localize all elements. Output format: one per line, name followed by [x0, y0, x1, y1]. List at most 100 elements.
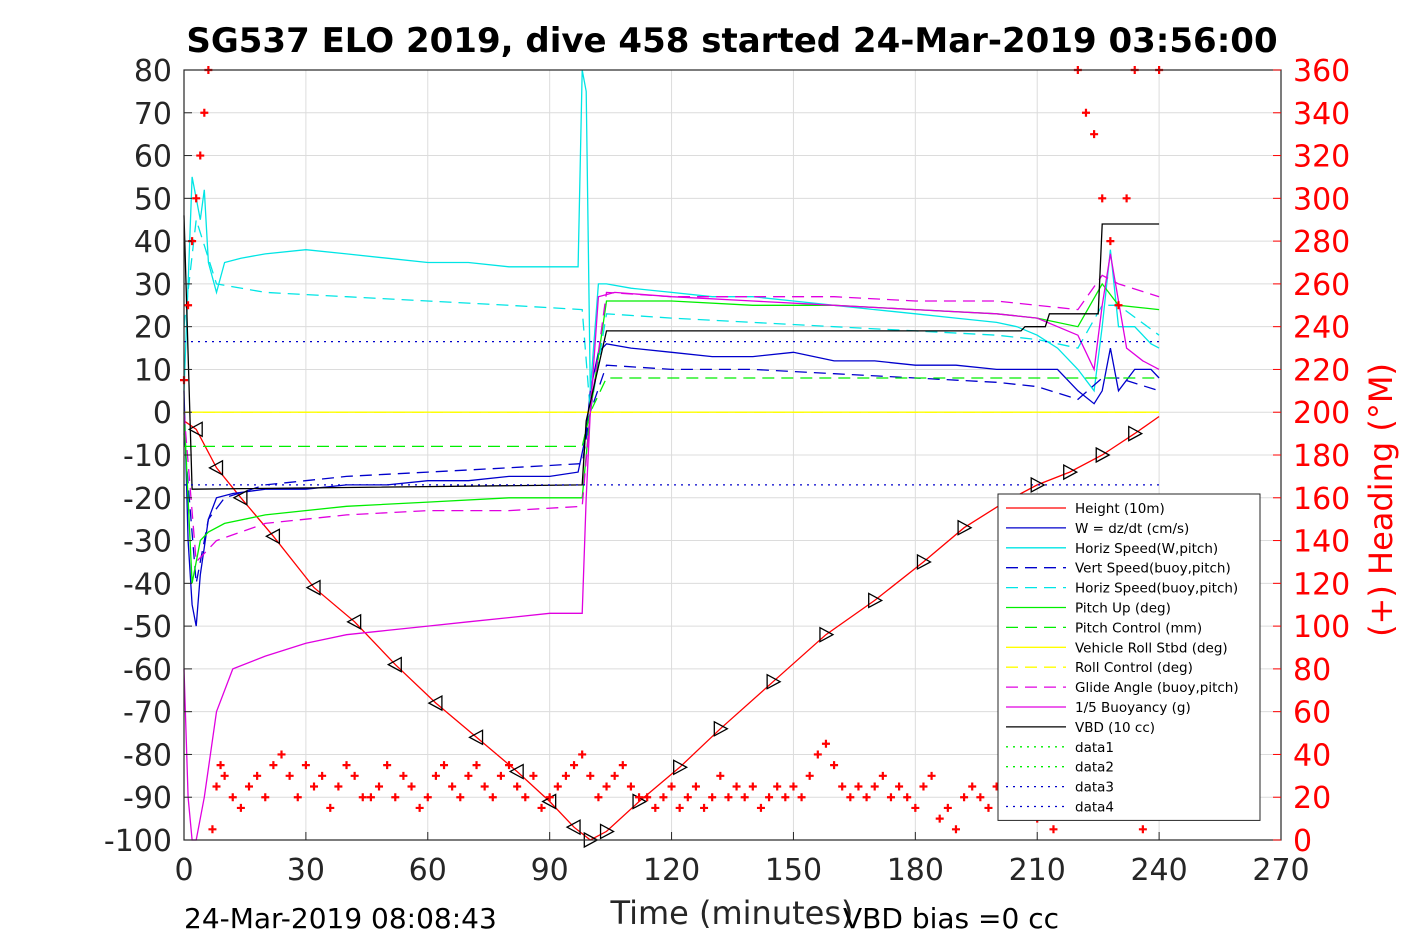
y2-tick-label-13: 100	[1293, 610, 1350, 645]
y-tick-label-12: -40	[123, 567, 172, 602]
heading-point-101	[960, 793, 969, 802]
height-marker-17	[713, 720, 729, 737]
height-marker-6	[346, 613, 362, 630]
height-marker-18	[766, 673, 782, 690]
x-tick-label-1: 30	[287, 853, 325, 888]
x-tick-label-9: 270	[1252, 853, 1309, 888]
heading-point-119	[1106, 237, 1115, 246]
heading-point-75	[748, 782, 757, 791]
height-marker-7	[386, 656, 402, 673]
heading-point-70	[708, 793, 717, 802]
height-marker-19	[819, 626, 835, 643]
legend-label-12: data1	[1075, 740, 1114, 756]
y-tick-label-9: -10	[123, 439, 172, 474]
heading-point-94	[903, 793, 912, 802]
heading-point-13	[245, 782, 254, 791]
heading-point-120	[1114, 301, 1123, 310]
series-line-4	[183, 219, 1160, 413]
y-tick-label-5: 30	[134, 268, 172, 303]
heading-point-86	[838, 782, 847, 791]
heading-point-54	[578, 750, 587, 759]
y2-tick-label-5: 260	[1293, 268, 1350, 303]
legend-label-9: Glide Angle (buoy,pitch)	[1075, 680, 1239, 696]
heading-point-58	[610, 771, 619, 780]
heading-point-3	[192, 194, 201, 203]
heading-point-100	[951, 825, 960, 834]
legend-label-14: data3	[1075, 780, 1114, 796]
y-tick-label-6: 20	[134, 311, 172, 346]
legend: Height (10m) W = dz/dt (cm/s) Horiz Speed(…	[997, 493, 1261, 821]
heading-point-30	[383, 761, 392, 770]
heading-point-121	[1122, 194, 1131, 203]
legend-label-13: data2	[1075, 760, 1114, 776]
height-marker-3	[232, 489, 248, 506]
legend-label-8: Roll Control (deg)	[1075, 660, 1193, 676]
series-line-3	[183, 364, 1160, 584]
legend-label-4: Horiz Speed(buoy,pitch)	[1075, 581, 1238, 597]
series-line-6	[184, 377, 1160, 448]
height-marker-24	[1030, 476, 1046, 494]
heading-point-73	[732, 782, 741, 791]
heading-point-87	[846, 793, 855, 802]
x-axis-label: Time (minutes)	[610, 894, 854, 932]
legend-label-5: Pitch Up (deg)	[1075, 601, 1171, 617]
heading-point-92	[886, 793, 895, 802]
heading-point-104	[984, 803, 993, 812]
heading-point-45	[505, 761, 514, 770]
height-marker-10	[508, 763, 524, 780]
series-line-11	[183, 215, 1160, 490]
y2-tick-labels: 3603403203002802602402202001801601401201…	[1273, 54, 1350, 859]
legend-label-1: W = dz/dt (cm/s)	[1075, 521, 1189, 537]
heading-point-123	[1138, 825, 1147, 834]
heading-point-95	[911, 803, 920, 812]
heading-point-81	[797, 793, 806, 802]
y2-tick-label-17: 20	[1293, 781, 1331, 816]
heading-point-16	[269, 761, 278, 770]
heading-point-72	[724, 793, 733, 802]
heading-point-69	[700, 803, 709, 812]
heading-point-48	[529, 771, 538, 780]
heading-point-97	[927, 771, 936, 780]
legend-label-2: Horiz Speed(W,pitch)	[1075, 541, 1218, 557]
height-marker-5	[305, 579, 321, 596]
y-tick-labels: 80 70 60 50 40 30 20 10 0 -10 -20 -30 -40 -50 -60 -70 -8…	[104, 54, 192, 859]
heading-point-71	[716, 771, 725, 780]
heading-point-93	[895, 782, 904, 791]
heading-point-1	[184, 301, 193, 310]
y2-axis-label: (+) Heading (°M)	[1362, 363, 1400, 637]
height-marker-8	[427, 695, 443, 712]
heading-point-34	[415, 803, 424, 812]
height-marker-26	[1095, 446, 1111, 464]
heading-point-77	[765, 793, 774, 802]
height-marker-27	[1128, 425, 1144, 442]
footer-vbd-bias: VBD bias =0 cc	[843, 902, 1059, 935]
heading-point-42	[480, 782, 489, 791]
y-tick-label-0: 80	[134, 54, 172, 89]
y-tick-label-3: 50	[134, 182, 172, 217]
series-layer	[183, 69, 1160, 849]
heading-point-67	[683, 793, 692, 802]
heading-point-39	[456, 793, 465, 802]
heading-point-99	[943, 803, 952, 812]
heading-point-79	[781, 793, 790, 802]
heading-point-32	[399, 771, 408, 780]
heading-point-64	[659, 793, 668, 802]
heading-point-4	[196, 151, 205, 160]
heading-point-41	[472, 761, 481, 770]
legend-label-6: Pitch Control (mm)	[1075, 620, 1202, 636]
heading-point-28	[366, 793, 375, 802]
heading-point-38	[448, 782, 457, 791]
height-marker-16	[673, 759, 689, 776]
heading-point-55	[586, 771, 595, 780]
heading-point-53	[570, 761, 579, 770]
y2-tick-label-9: 180	[1293, 439, 1350, 474]
x-tick-label-0: 0	[174, 853, 193, 888]
heading-point-15	[261, 793, 270, 802]
x-tick-label-5: 150	[765, 853, 822, 888]
heading-point-44	[496, 771, 505, 780]
height-marker-14	[599, 823, 615, 840]
y2-tick-label-16: 40	[1293, 738, 1331, 773]
heading-point-91	[878, 771, 887, 780]
heading-point-112	[1049, 825, 1058, 834]
y-tick-label-17: -90	[123, 781, 172, 816]
